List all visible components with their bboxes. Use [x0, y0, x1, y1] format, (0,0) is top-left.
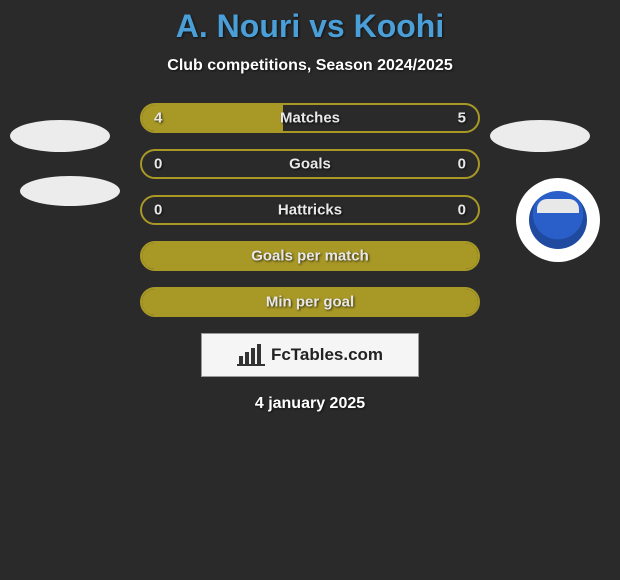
bar-chart-icon: [237, 344, 265, 366]
stat-label: Matches: [280, 110, 340, 127]
club-right-badge: [516, 178, 600, 262]
player-right-avatar-placeholder: [490, 120, 590, 152]
stat-row-goals-per-match: Goals per match: [140, 241, 480, 271]
stat-row-goals: 0 Goals 0: [140, 149, 480, 179]
stat-label: Min per goal: [266, 294, 354, 311]
stat-right-value: 5: [458, 110, 466, 127]
stat-bars-container: 4 Matches 5 0 Goals 0 0 Hattricks 0 Goal…: [140, 103, 480, 317]
stat-row-hattricks: 0 Hattricks 0: [140, 195, 480, 225]
stat-row-matches: 4 Matches 5: [140, 103, 480, 133]
stat-left-value: 4: [154, 110, 162, 127]
stat-right-value: 0: [458, 156, 466, 173]
stat-right-value: 0: [458, 202, 466, 219]
stat-left-value: 0: [154, 202, 162, 219]
stat-row-left-fill: [142, 105, 283, 131]
stat-label: Goals: [289, 156, 331, 173]
comparison-date: 4 january 2025: [0, 395, 620, 413]
club-right-badge-inner: [529, 191, 587, 249]
player-left-avatar-placeholder: [10, 120, 110, 152]
stat-row-min-per-goal: Min per goal: [140, 287, 480, 317]
branding-label: FcTables.com: [271, 345, 383, 365]
club-left-badge-placeholder: [20, 176, 120, 206]
stat-label: Hattricks: [278, 202, 342, 219]
branding-box: FcTables.com: [201, 333, 419, 377]
stat-label: Goals per match: [251, 248, 369, 265]
stat-left-value: 0: [154, 156, 162, 173]
comparison-subtitle: Club competitions, Season 2024/2025: [0, 57, 620, 75]
comparison-title: A. Nouri vs Koohi: [0, 0, 620, 45]
